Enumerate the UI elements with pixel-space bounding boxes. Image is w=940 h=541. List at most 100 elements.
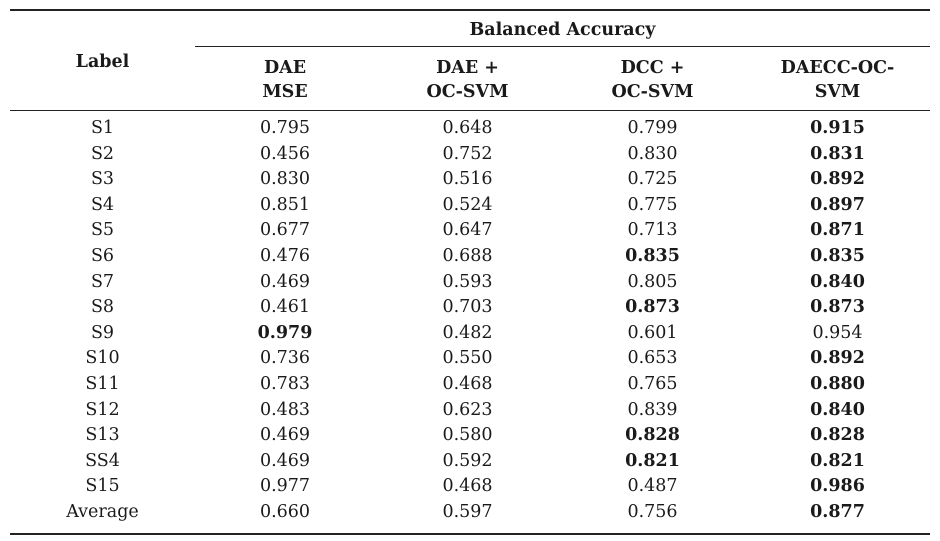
table-cell: 0.979 xyxy=(257,322,313,343)
column-header-line: OC-SVM xyxy=(426,82,509,102)
column-header-dae-ocsvm: DAE + OC-SVM xyxy=(375,56,560,104)
table-cell: 0.469 xyxy=(259,425,311,446)
table-cell: 0.468 xyxy=(442,476,493,497)
column-header-line: DCC + xyxy=(620,58,685,78)
table-cell: 0.688 xyxy=(442,246,493,266)
table-cell: 0.783 xyxy=(259,374,311,394)
table-cell: 0.830 xyxy=(627,143,678,164)
row-label: S12 xyxy=(85,399,120,420)
table-cell: 0.839 xyxy=(627,399,678,420)
table-row: S8 0.461 0.703 0.873 0.873 xyxy=(10,295,930,321)
table-cell: 0.516 xyxy=(442,169,493,190)
column-header-line: SVM xyxy=(814,82,861,102)
table-cell: 0.873 xyxy=(625,297,680,318)
table-cell: 0.831 xyxy=(810,143,865,164)
table-row: S15 0.977 0.468 0.487 0.986 xyxy=(10,474,930,500)
table-cell: 0.892 xyxy=(810,348,865,369)
bottom-rule xyxy=(10,533,930,535)
table-row: S5 0.677 0.647 0.713 0.871 xyxy=(10,218,930,244)
table-cell: 0.915 xyxy=(810,118,865,138)
table-cell: 0.703 xyxy=(442,297,493,318)
row-label: S15 xyxy=(85,476,120,497)
column-header-daecc-ocsvm: DAECC-OC- SVM xyxy=(745,56,930,104)
table-cell: 0.877 xyxy=(810,502,865,522)
table-cell: 0.765 xyxy=(627,374,678,394)
table-cell: 0.487 xyxy=(627,476,678,497)
table-row: S7 0.469 0.593 0.805 0.840 xyxy=(10,270,930,296)
table-row: SS4 0.469 0.592 0.821 0.821 xyxy=(10,449,930,475)
table-row: Average 0.660 0.597 0.756 0.877 xyxy=(10,500,930,526)
table-row: S6 0.476 0.688 0.835 0.835 xyxy=(10,244,930,270)
table-cell: 0.476 xyxy=(259,246,311,266)
table-cell: 0.725 xyxy=(627,169,678,190)
table-row: S2 0.456 0.752 0.830 0.831 xyxy=(10,142,930,168)
table-row: S13 0.469 0.580 0.828 0.828 xyxy=(10,423,930,449)
row-label: S11 xyxy=(85,374,120,394)
table-cell: 0.880 xyxy=(810,374,865,394)
table-cell: 0.469 xyxy=(259,271,311,292)
column-header-dae-mse: DAE MSE xyxy=(195,56,375,104)
table-cell: 0.597 xyxy=(442,502,493,522)
table-cell: 0.986 xyxy=(810,476,865,497)
table-cell: 0.835 xyxy=(625,246,680,266)
table-cell: 0.873 xyxy=(810,297,865,318)
row-label: S6 xyxy=(90,246,115,266)
table-cell: 0.828 xyxy=(625,425,680,446)
row-label: S5 xyxy=(90,220,115,241)
column-header-line: MSE xyxy=(262,82,308,102)
table-row: S1 0.795 0.648 0.799 0.915 xyxy=(10,116,930,142)
table-cell: 0.593 xyxy=(442,271,493,292)
table-cell: 0.821 xyxy=(810,450,865,471)
table-cell: 0.524 xyxy=(442,194,493,215)
table-cell: 0.456 xyxy=(259,143,311,164)
table-cell: 0.653 xyxy=(627,348,678,369)
table-cell: 0.851 xyxy=(259,194,311,215)
table-cell: 0.830 xyxy=(259,169,311,190)
table-row: S10 0.736 0.550 0.653 0.892 xyxy=(10,346,930,372)
table-cell: 0.623 xyxy=(442,399,493,420)
table-cell: 0.483 xyxy=(259,399,311,420)
table-cell: 0.892 xyxy=(810,169,865,190)
table-cell: 0.897 xyxy=(810,194,865,215)
table-cell: 0.592 xyxy=(442,450,493,471)
table-cell: 0.482 xyxy=(442,322,493,343)
column-header-dcc-ocsvm: DCC + OC-SVM xyxy=(560,56,745,104)
column-header-line: DAECC-OC- xyxy=(780,58,895,78)
table-row: S11 0.783 0.468 0.765 0.880 xyxy=(10,372,930,398)
column-header-line: DAE + xyxy=(436,58,499,78)
table-row: S12 0.483 0.623 0.839 0.840 xyxy=(10,398,930,424)
table-cell: 0.469 xyxy=(259,450,311,471)
table-cell: 0.840 xyxy=(810,271,865,292)
column-header-line: OC-SVM xyxy=(611,82,694,102)
table-cell: 0.713 xyxy=(627,220,678,241)
table-row: S3 0.830 0.516 0.725 0.892 xyxy=(10,167,930,193)
table-cell: 0.647 xyxy=(442,220,493,241)
row-label: S9 xyxy=(90,322,115,343)
table-cell: 0.805 xyxy=(627,271,678,292)
row-label: S3 xyxy=(90,169,115,190)
table-cell: 0.752 xyxy=(442,143,493,164)
row-label: S10 xyxy=(85,348,120,369)
row-label: S1 xyxy=(90,118,115,138)
top-rule xyxy=(10,9,930,11)
table-cell: 0.660 xyxy=(259,502,311,522)
table-cell: 0.795 xyxy=(259,118,311,138)
table-cell: 0.550 xyxy=(442,348,493,369)
table-cell: 0.648 xyxy=(442,118,493,138)
row-label: S4 xyxy=(90,194,115,215)
table-row: S9 0.979 0.482 0.601 0.954 xyxy=(10,321,930,347)
table-cell: 0.775 xyxy=(627,194,678,215)
table-cell: 0.835 xyxy=(810,246,865,266)
table-cell: 0.468 xyxy=(442,374,493,394)
column-header-line: DAE xyxy=(263,58,307,78)
table-cell: 0.840 xyxy=(810,399,865,420)
table-cell: 0.954 xyxy=(812,322,863,343)
group-underline xyxy=(195,46,930,47)
row-label: S8 xyxy=(90,297,115,318)
table-cell: 0.601 xyxy=(627,322,678,343)
table-cell: 0.821 xyxy=(625,450,680,471)
row-label: SS4 xyxy=(85,450,120,471)
table-cell: 0.799 xyxy=(627,118,678,138)
row-label: Average xyxy=(66,502,139,522)
